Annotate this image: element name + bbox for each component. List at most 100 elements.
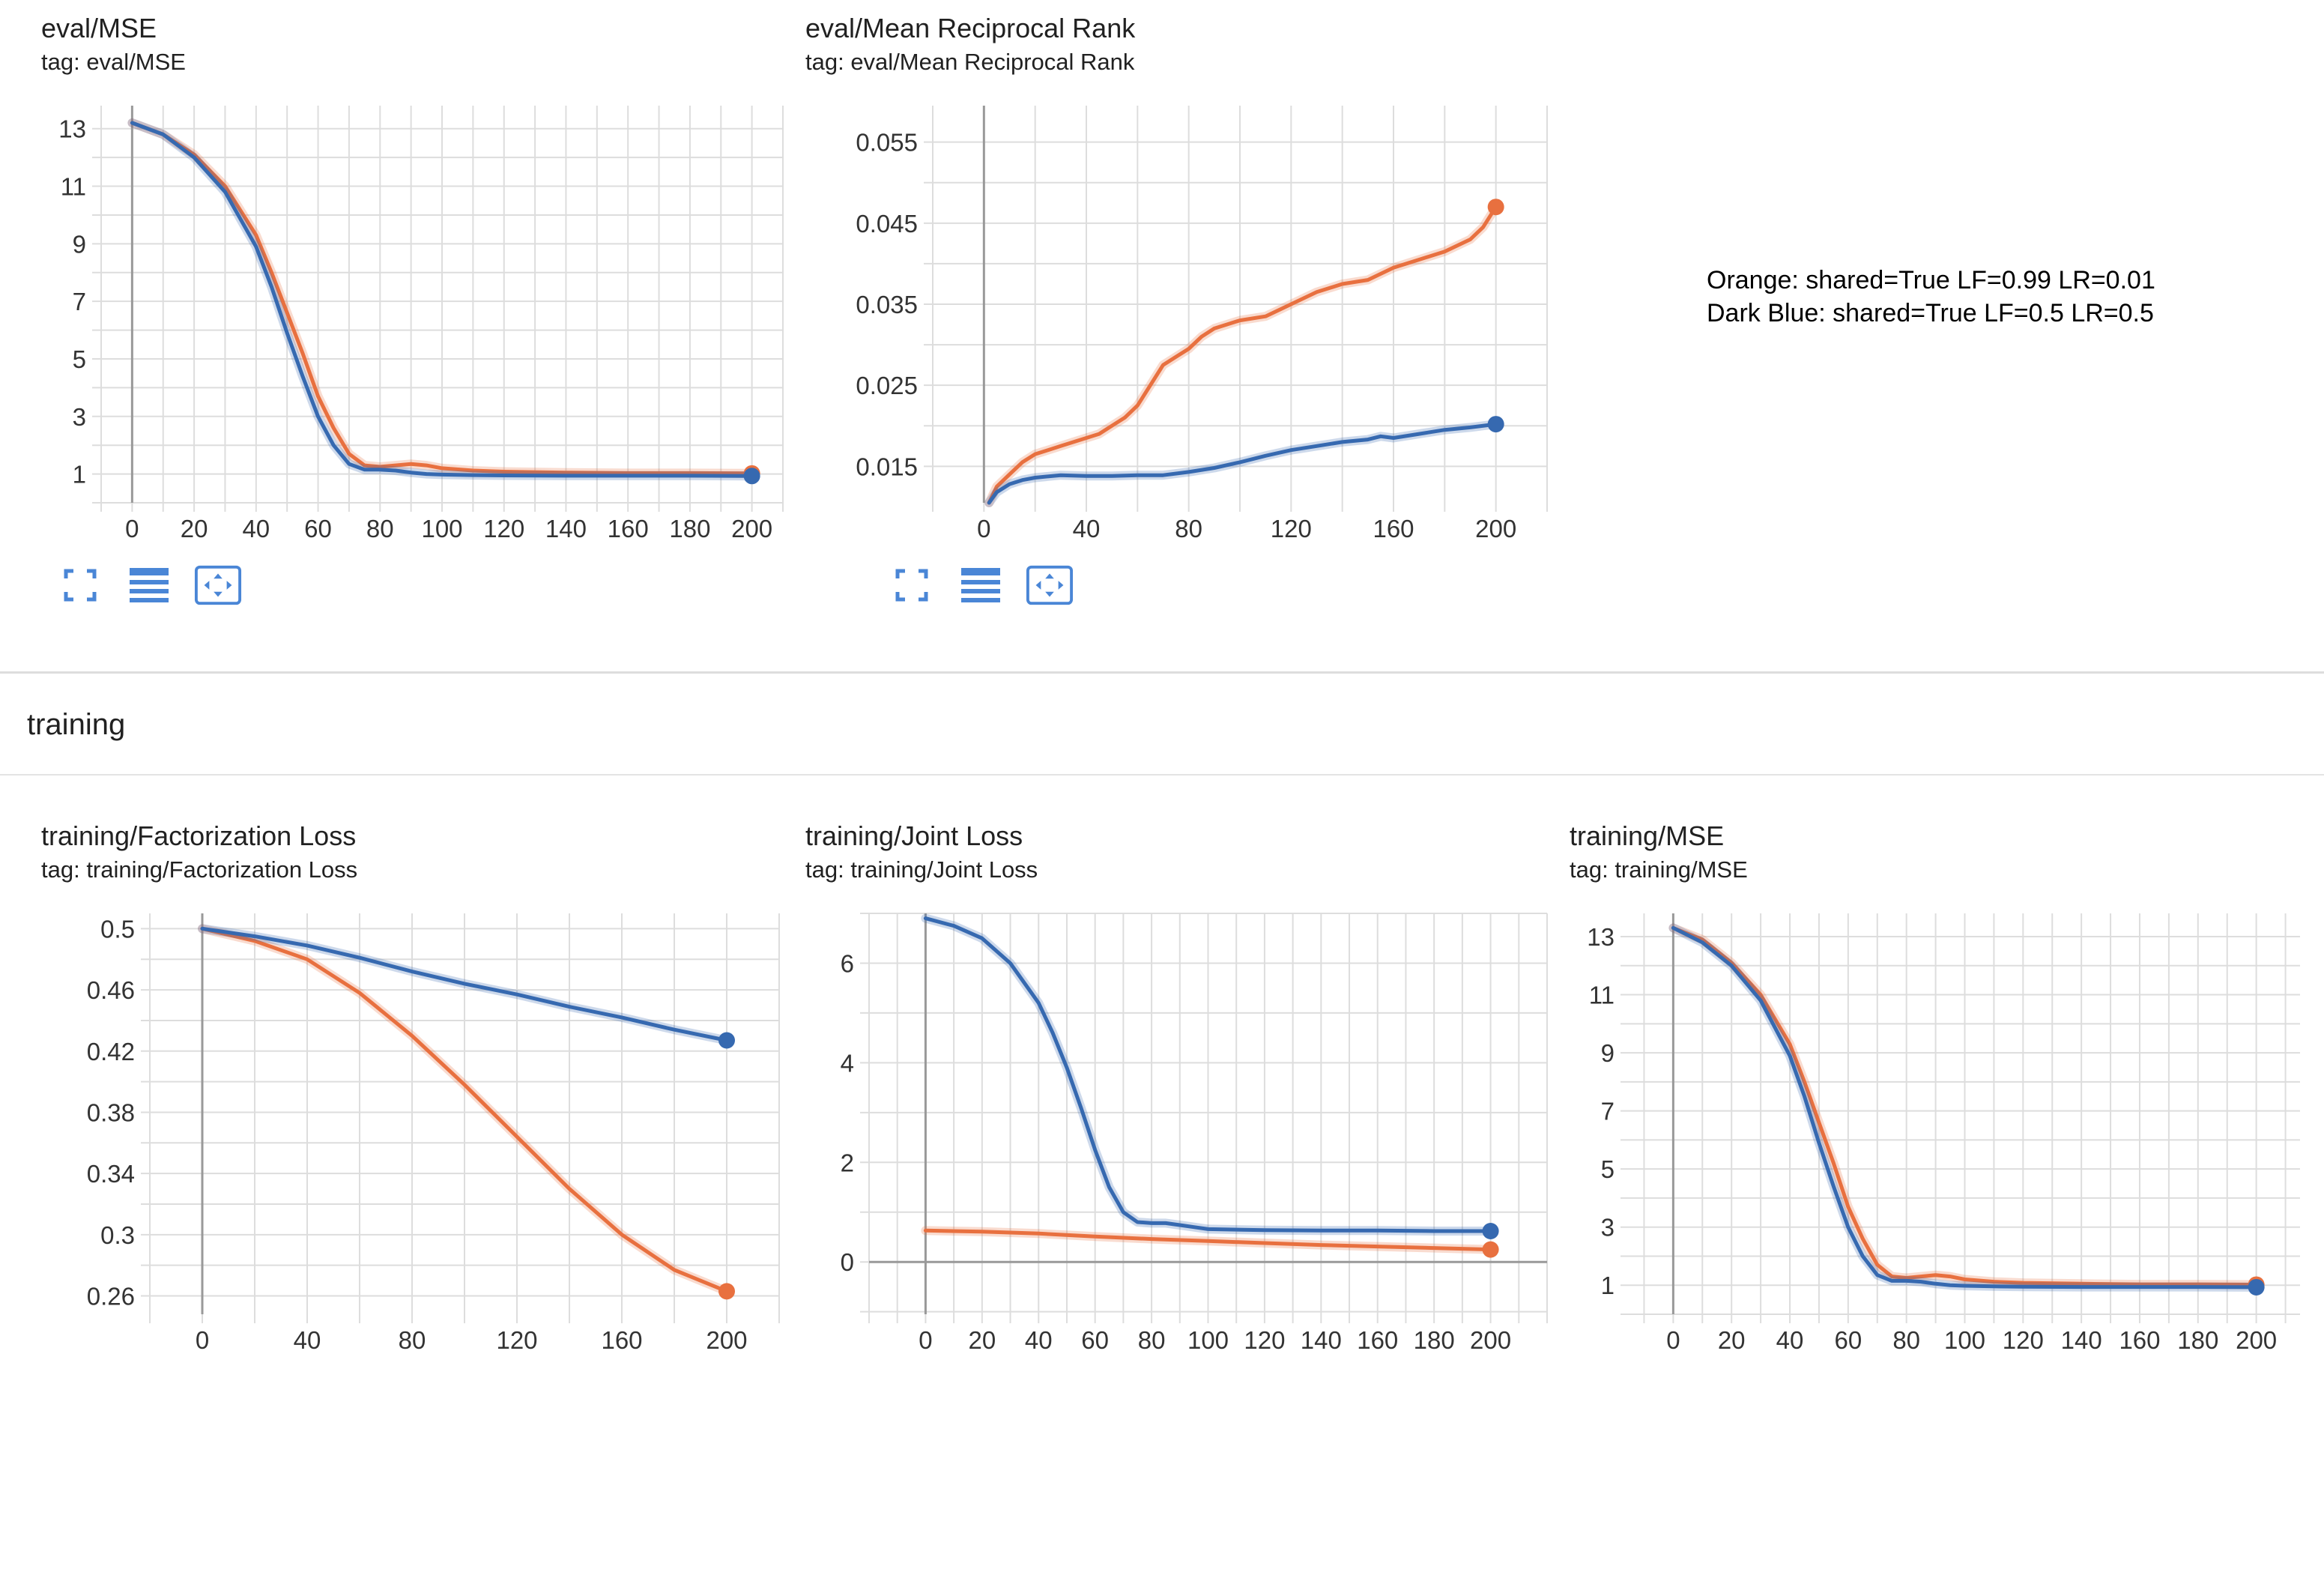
series-end-point-orange[interactable] [718,1283,735,1300]
x-tick-label: 100 [1187,1326,1229,1354]
y-tick-label: 0.055 [856,129,918,157]
x-tick-label: 60 [1081,1326,1109,1354]
x-tick-label: 140 [545,515,587,542]
y-tick-label: 0.035 [856,291,918,318]
chart-tag: tag: training/Joint Loss [805,856,1038,883]
chart-card-training-mse: training/MSE tag: training/MSE 0 20 40 60 80… [1570,820,2319,1370]
y-tick-label: 6 [841,949,854,977]
y-tick-label: 5 [73,345,86,373]
x-tick-label: 120 [1244,1326,1285,1354]
x-tick-label: 40 [1776,1326,1804,1354]
x-tick-label: 180 [1414,1326,1455,1354]
chart-card-training-factorization-loss: training/Factorization Loss tag: trainin… [41,820,790,1370]
series-line-blue[interactable] [200,926,729,1042]
x-tick-label: 160 [1373,515,1414,542]
y-tick-label: 0.34 [87,1160,135,1188]
series-end-point-blue[interactable] [1487,416,1504,433]
legend-orange-text: Orange: shared=True LF=0.99 LR=0.01 [1707,266,2155,294]
y-tick-label: 3 [73,403,86,431]
chart-card-training-joint-loss: training/Joint Loss tag: training/Joint … [805,820,1555,1370]
y-tick-label: 0.5 [100,915,135,943]
chart-title: training/Factorization Loss [41,820,357,851]
series-line-orange[interactable] [987,205,1498,505]
series-line-orange[interactable] [200,926,729,1293]
x-tick-label: 120 [2003,1326,2044,1354]
x-tick-label: 40 [294,1326,321,1354]
x-tick-label: 20 [1718,1326,1746,1354]
y-tick-label: 0.42 [87,1038,135,1065]
y-tick-label: 9 [73,230,86,258]
x-tick-label: 200 [1475,515,1516,542]
fullscreen-icon[interactable] [888,563,936,608]
series-line-orange[interactable] [923,1228,1493,1252]
series-line-orange[interactable] [1671,925,2259,1287]
fit-domain-icon[interactable] [194,563,242,608]
series-line-blue[interactable] [987,422,1498,505]
section-header-training[interactable]: training [27,708,126,741]
series-end-point-blue[interactable] [1482,1223,1499,1240]
series-end-point-blue[interactable] [743,468,760,485]
series-end-point-orange[interactable] [1482,1241,1499,1258]
x-tick-label: 40 [1073,515,1101,542]
section-header-divider [0,774,2324,776]
y-tick-label: 7 [1601,1098,1615,1125]
x-tick-label: 160 [601,1326,642,1354]
series-end-point-blue[interactable] [2248,1278,2265,1296]
y-tick-label: 0.045 [856,210,918,238]
line-chart[interactable]: 0 40 80 120 160 200 0.26 0.3 0.34 0.38 0.42 0.46 0.5 [41,820,790,1569]
x-tick-label: 160 [608,515,649,542]
x-tick-label: 180 [669,515,710,542]
chart-tag: tag: eval/Mean Reciprocal Rank [805,49,1135,75]
x-tick-label: 60 [1834,1326,1862,1354]
x-tick-label: 180 [2177,1326,2218,1354]
y-tick-label: 13 [58,115,86,143]
x-tick-label: 160 [2119,1326,2160,1354]
grid [92,106,784,512]
fullscreen-icon[interactable] [56,563,104,608]
chart-tag: tag: training/Factorization Loss [41,856,358,883]
series-line-blue[interactable] [130,121,754,478]
chart-title: training/Joint Loss [805,820,1023,851]
y-tick-label: 0.025 [856,372,918,399]
y-tick-label: 13 [1587,923,1615,951]
x-tick-label: 40 [242,515,270,542]
x-tick-label: 0 [125,515,139,542]
x-tick-label: 120 [1271,515,1312,542]
x-tick-label: 0 [919,1326,932,1354]
y-tick-label: 1 [73,461,86,489]
y-tick-label: 0.015 [856,453,918,480]
y-tick-label: 0.46 [87,976,135,1004]
legend-blue-text: Dark Blue: shared=True LF=0.5 LR=0.5 [1707,299,2154,327]
fit-domain-icon[interactable] [1026,563,1074,608]
series-line-blue[interactable] [923,916,1493,1233]
x-tick-label: 40 [1025,1326,1053,1354]
series-end-point-orange[interactable] [1487,199,1504,216]
chart-toolbar [888,563,1074,608]
chart-toolbar [56,563,242,608]
run-legend-note: Orange: shared=True LF=0.99 LR=0.01 Dark… [1707,264,2155,330]
y-tick-label: 3 [1601,1214,1615,1242]
y-tick-label: 9 [1601,1039,1615,1067]
y-tick-label: 0.3 [100,1221,135,1249]
x-tick-label: 100 [1944,1326,1985,1354]
line-chart[interactable]: 0 20 40 60 80 100 120 140 160 180 200 0 2 4 6 [805,820,1555,1569]
data-table-icon[interactable] [125,563,173,608]
data-table-icon[interactable] [957,563,1005,608]
x-tick-label: 160 [1357,1326,1398,1354]
chart-card-eval-mrr: eval/Mean Reciprocal Rank tag: eval/Mean… [805,12,1555,611]
x-tick-label: 200 [731,515,772,542]
series-line-orange[interactable] [130,121,754,476]
x-tick-label: 120 [483,515,524,542]
x-tick-label: 120 [496,1326,537,1354]
line-chart[interactable]: 0 40 80 120 160 200 0.015 0.025 0.035 0.045 0.055 [805,12,1555,761]
x-tick-label: 0 [196,1326,209,1354]
y-tick-label: 0.38 [87,1098,135,1126]
chart-title: training/MSE [1570,820,1725,851]
y-tick-label: 11 [1589,982,1615,1009]
x-tick-label: 200 [1470,1326,1511,1354]
series-end-point-blue[interactable] [718,1032,735,1049]
series-line-blue[interactable] [1671,925,2259,1290]
y-tick-label: 2 [841,1149,854,1176]
